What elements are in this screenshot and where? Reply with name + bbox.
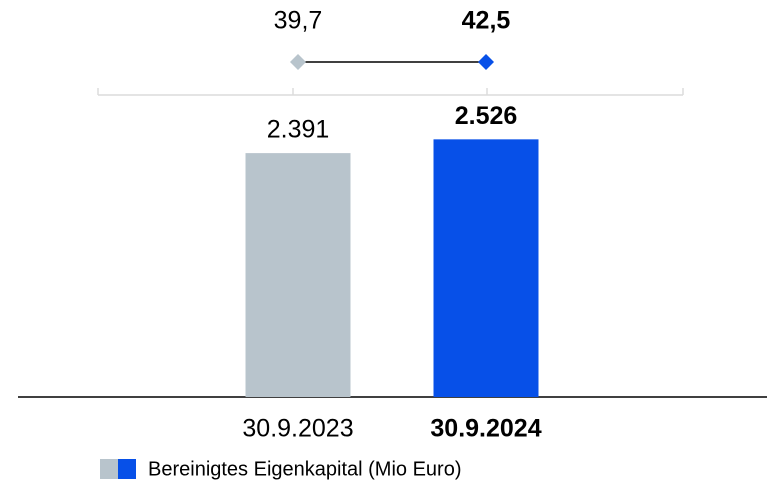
value-label: 39,7 [274,7,323,35]
bar [433,139,539,397]
legend-label: Bereinigtes Eigenkapital (Mio Euro) [148,458,462,480]
value-label: 2.391 [267,116,330,144]
diamond-marker [290,54,306,70]
value-label: 42,5 [462,7,511,35]
diamond-marker [478,54,494,70]
legend-swatch [118,459,136,479]
legend-swatch [100,459,118,479]
value-label: 2.526 [455,102,518,130]
x-tick-label: 30.9.2023 [242,415,353,443]
bar [245,153,351,397]
x-tick-label: 30.9.2024 [430,415,541,443]
